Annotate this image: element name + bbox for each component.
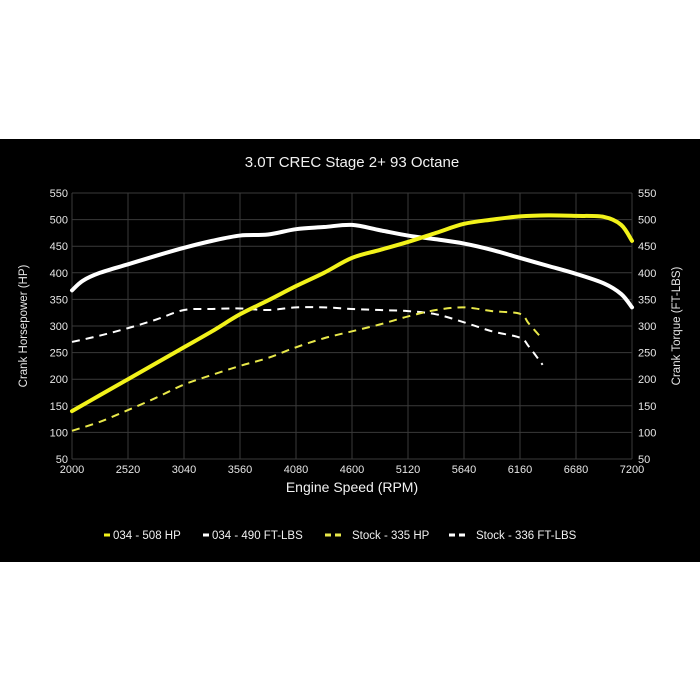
chart-title: 3.0T CREC Stage 2+ 93 Octane [245,154,459,171]
series-line-2 [71,306,544,432]
series-lines [70,213,634,432]
y-left-tick-label: 50 [56,454,68,466]
x-tick-label: 6160 [508,464,532,476]
x-axis-label: Engine Speed (RPM) [286,479,418,495]
y-right-tick-label: 550 [638,188,656,200]
legend-item: 034 - 508 HP [104,530,181,542]
series-line-1 [70,222,634,310]
legend-label: Stock - 336 FT-LBS [476,530,577,542]
y-left-tick-label: 400 [50,268,68,280]
x-tick-label: 2000 [60,464,84,476]
y-left-tick-label: 250 [50,348,68,360]
x-tick-label: 3040 [172,464,196,476]
grid-lines [71,192,633,460]
legend-item: Stock - 336 FT-LBS [449,530,577,542]
y-right-tick-label: 150 [638,401,656,413]
y-left-tick-label: 450 [50,241,68,253]
y-left-tick-label: 300 [50,321,68,333]
x-tick-label: 5640 [452,464,476,476]
x-tick-label: 4600 [340,464,364,476]
y-left-tick-label: 200 [50,374,68,386]
x-tick-label: 5120 [396,464,420,476]
y-right-tick-label: 50 [638,454,650,466]
y-right-tick-label: 250 [638,348,656,360]
legend-label: 034 - 508 HP [113,530,181,542]
x-tick-label: 7200 [620,464,644,476]
axis-ticks: 2000 2520 3040 3560 4080 4600 5120 5640 6160 6680… [50,188,657,476]
legend-item: Stock - 335 HP [325,530,430,542]
y-axis-right-label: Crank Torque (FT-LBS) [671,267,683,386]
y-left-tick-label: 500 [50,215,68,227]
legend-item: 034 - 490 FT-LBS [203,530,303,542]
y-left-tick-label: 350 [50,294,68,306]
legend-label: 034 - 490 FT-LBS [212,530,303,542]
chart-panel [0,139,700,562]
y-right-tick-label: 350 [638,294,656,306]
y-right-tick-label: 450 [638,241,656,253]
x-tick-label: 2520 [116,464,140,476]
x-tick-label: 4080 [284,464,308,476]
legend-label: Stock - 335 HP [352,530,430,542]
y-axis-left-label: Crank Horsepower (HP) [18,264,30,387]
y-left-tick-label: 100 [50,427,68,439]
y-right-tick-label: 200 [638,374,656,386]
y-right-tick-label: 100 [638,427,656,439]
x-tick-label: 3560 [228,464,252,476]
series-line-0 [70,213,634,414]
y-left-tick-label: 550 [50,188,68,200]
series-line-3 [71,306,544,366]
y-right-tick-label: 400 [638,268,656,280]
y-right-tick-label: 300 [638,321,656,333]
y-left-tick-label: 150 [50,401,68,413]
y-right-tick-label: 500 [638,215,656,227]
legend: 034 - 508 HP 034 - 490 FT-LBS Stock - 335 … [104,530,577,542]
x-tick-label: 6680 [564,464,588,476]
